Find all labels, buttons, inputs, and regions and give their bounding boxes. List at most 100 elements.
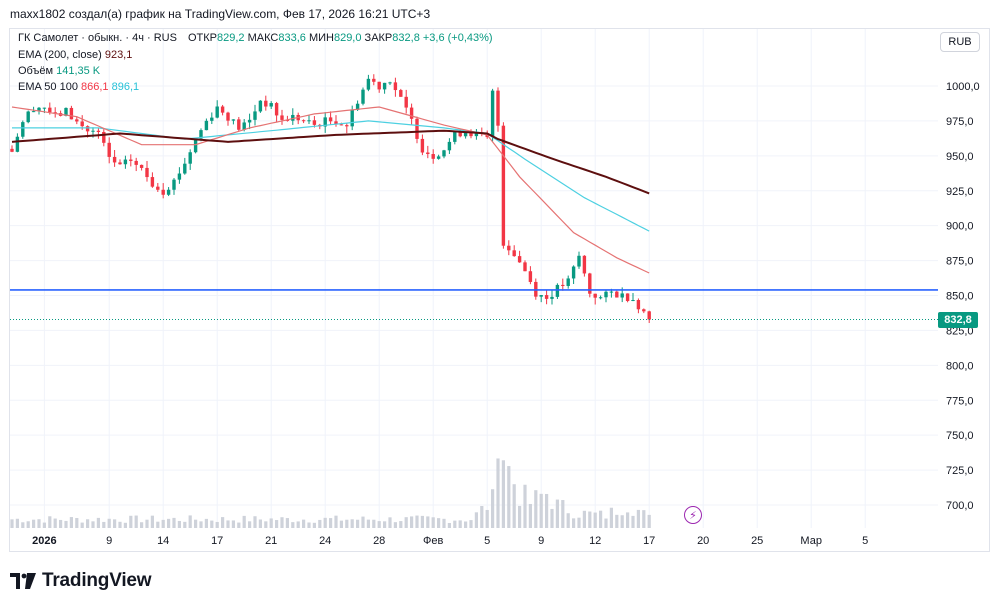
candle-body [231, 119, 236, 121]
close-label: ЗАКР [364, 32, 393, 44]
time-tick-label: 28 [373, 535, 385, 547]
ema50-line [11, 106, 650, 274]
volume-bar [496, 458, 500, 528]
candle-body [582, 255, 587, 274]
candle-body [237, 119, 241, 130]
ema200-line [11, 129, 650, 195]
lightning-icon[interactable]: ⚡ [684, 506, 702, 524]
volume-bar [399, 521, 403, 528]
volume-bar [269, 518, 273, 528]
volume-bar [577, 517, 581, 528]
candle-body [253, 111, 257, 120]
legend-ema50-100-row[interactable]: EMA 50 100 866,1 896,1 [18, 81, 139, 93]
volume-bar [539, 493, 543, 528]
price-tick-label: 775,0 [946, 395, 974, 407]
time-tick-label: 17 [211, 535, 223, 547]
volume-bar [253, 516, 257, 528]
ema50-100-label[interactable]: EMA 50 100 [18, 81, 78, 93]
volume-bar [167, 518, 171, 528]
volume-bar [383, 521, 387, 528]
candle-body [598, 297, 603, 299]
candle-body [274, 103, 279, 116]
candle-body [242, 122, 246, 130]
candle-body [507, 245, 511, 251]
volume-bar [518, 505, 522, 528]
volume-bar [123, 522, 127, 528]
candle-body [204, 120, 209, 131]
candle-body [625, 293, 630, 302]
candle-body [264, 100, 268, 107]
volume-bar [404, 517, 408, 528]
time-tick-label: 24 [319, 535, 331, 547]
volume-bar [647, 514, 651, 528]
chart-frame[interactable] [9, 28, 990, 552]
chart-header: maxx1802 создал(а) график на TradingView… [10, 7, 431, 21]
volume-bar [10, 519, 14, 528]
symbol-name[interactable]: ГК Самолет · обыкн. · 4ч · RUS [18, 32, 177, 44]
candle-body [156, 186, 160, 190]
volume-bar [129, 515, 133, 528]
candle-body [469, 132, 473, 137]
volume-bar [361, 516, 365, 528]
price-tick-label: 800,0 [946, 360, 974, 372]
candle-body [588, 273, 592, 294]
candle-body [96, 130, 101, 132]
ema200-label[interactable]: EMA (200, close) [18, 49, 102, 61]
volume-bar [572, 518, 576, 528]
volume-bar [491, 489, 495, 528]
candle-body [10, 148, 14, 152]
candle-body [166, 189, 171, 195]
time-tick-label: 9 [106, 535, 112, 547]
legend-symbol-row[interactable]: ГК Самолет · обыкн. · 4ч · RUS ОТКР829,2… [18, 32, 493, 44]
candle-body [442, 150, 446, 157]
candle-body [37, 107, 41, 112]
price-tick-label: 875,0 [946, 256, 974, 268]
time-axis: 2026 9 14 17 21 24 28 Фев 5 9 12 17 20 25 Мар 5 [32, 535, 868, 547]
candle-body [490, 90, 495, 138]
legend-volume-row[interactable]: Объём 141,35 K [18, 65, 100, 77]
candle-body [91, 130, 95, 132]
candle-body [193, 138, 198, 153]
candle-body [31, 111, 36, 113]
candle-body [15, 136, 20, 152]
candle-body [345, 125, 349, 127]
open-value: 829,2 [217, 32, 245, 44]
volume-bar [194, 519, 198, 528]
time-tick-label: Мар [800, 535, 822, 547]
volume-bar [582, 510, 586, 528]
price-tick-label: 825,0 [946, 325, 974, 337]
candle-body [539, 295, 543, 297]
volume-label[interactable]: Объём [18, 65, 54, 77]
volume-bar [264, 521, 268, 528]
candle-body [517, 256, 522, 263]
brand-logo[interactable]: TradingView [10, 570, 152, 592]
volume-bar [350, 519, 354, 528]
time-tick-label: 25 [751, 535, 763, 547]
time-tick-label: 2026 [32, 535, 56, 547]
ema100-value: 896,1 [111, 81, 140, 93]
volume-bar [312, 522, 316, 528]
candle-body [188, 152, 192, 164]
volume-bar [37, 519, 41, 528]
currency-button[interactable]: RUB [940, 32, 980, 52]
candle-body [102, 131, 106, 143]
volume-bar [642, 510, 646, 528]
candle-body [199, 130, 203, 139]
volume-bar [302, 519, 306, 528]
volume-bar [21, 522, 25, 528]
volume-bar [237, 522, 241, 528]
volume-bar [32, 519, 36, 528]
volume-bar [145, 519, 149, 528]
volume-bar [339, 520, 343, 528]
volume-bar [599, 510, 603, 528]
candle-body [447, 141, 452, 151]
legend-ema200-row[interactable]: EMA (200, close) 923,1 [18, 49, 132, 61]
candle-body [377, 81, 381, 90]
volume-bar [285, 518, 289, 528]
volume-bar [620, 515, 624, 528]
volume-bar [604, 518, 608, 528]
volume-bar [329, 518, 333, 528]
candle-body [431, 154, 435, 159]
candle-body [571, 266, 576, 279]
